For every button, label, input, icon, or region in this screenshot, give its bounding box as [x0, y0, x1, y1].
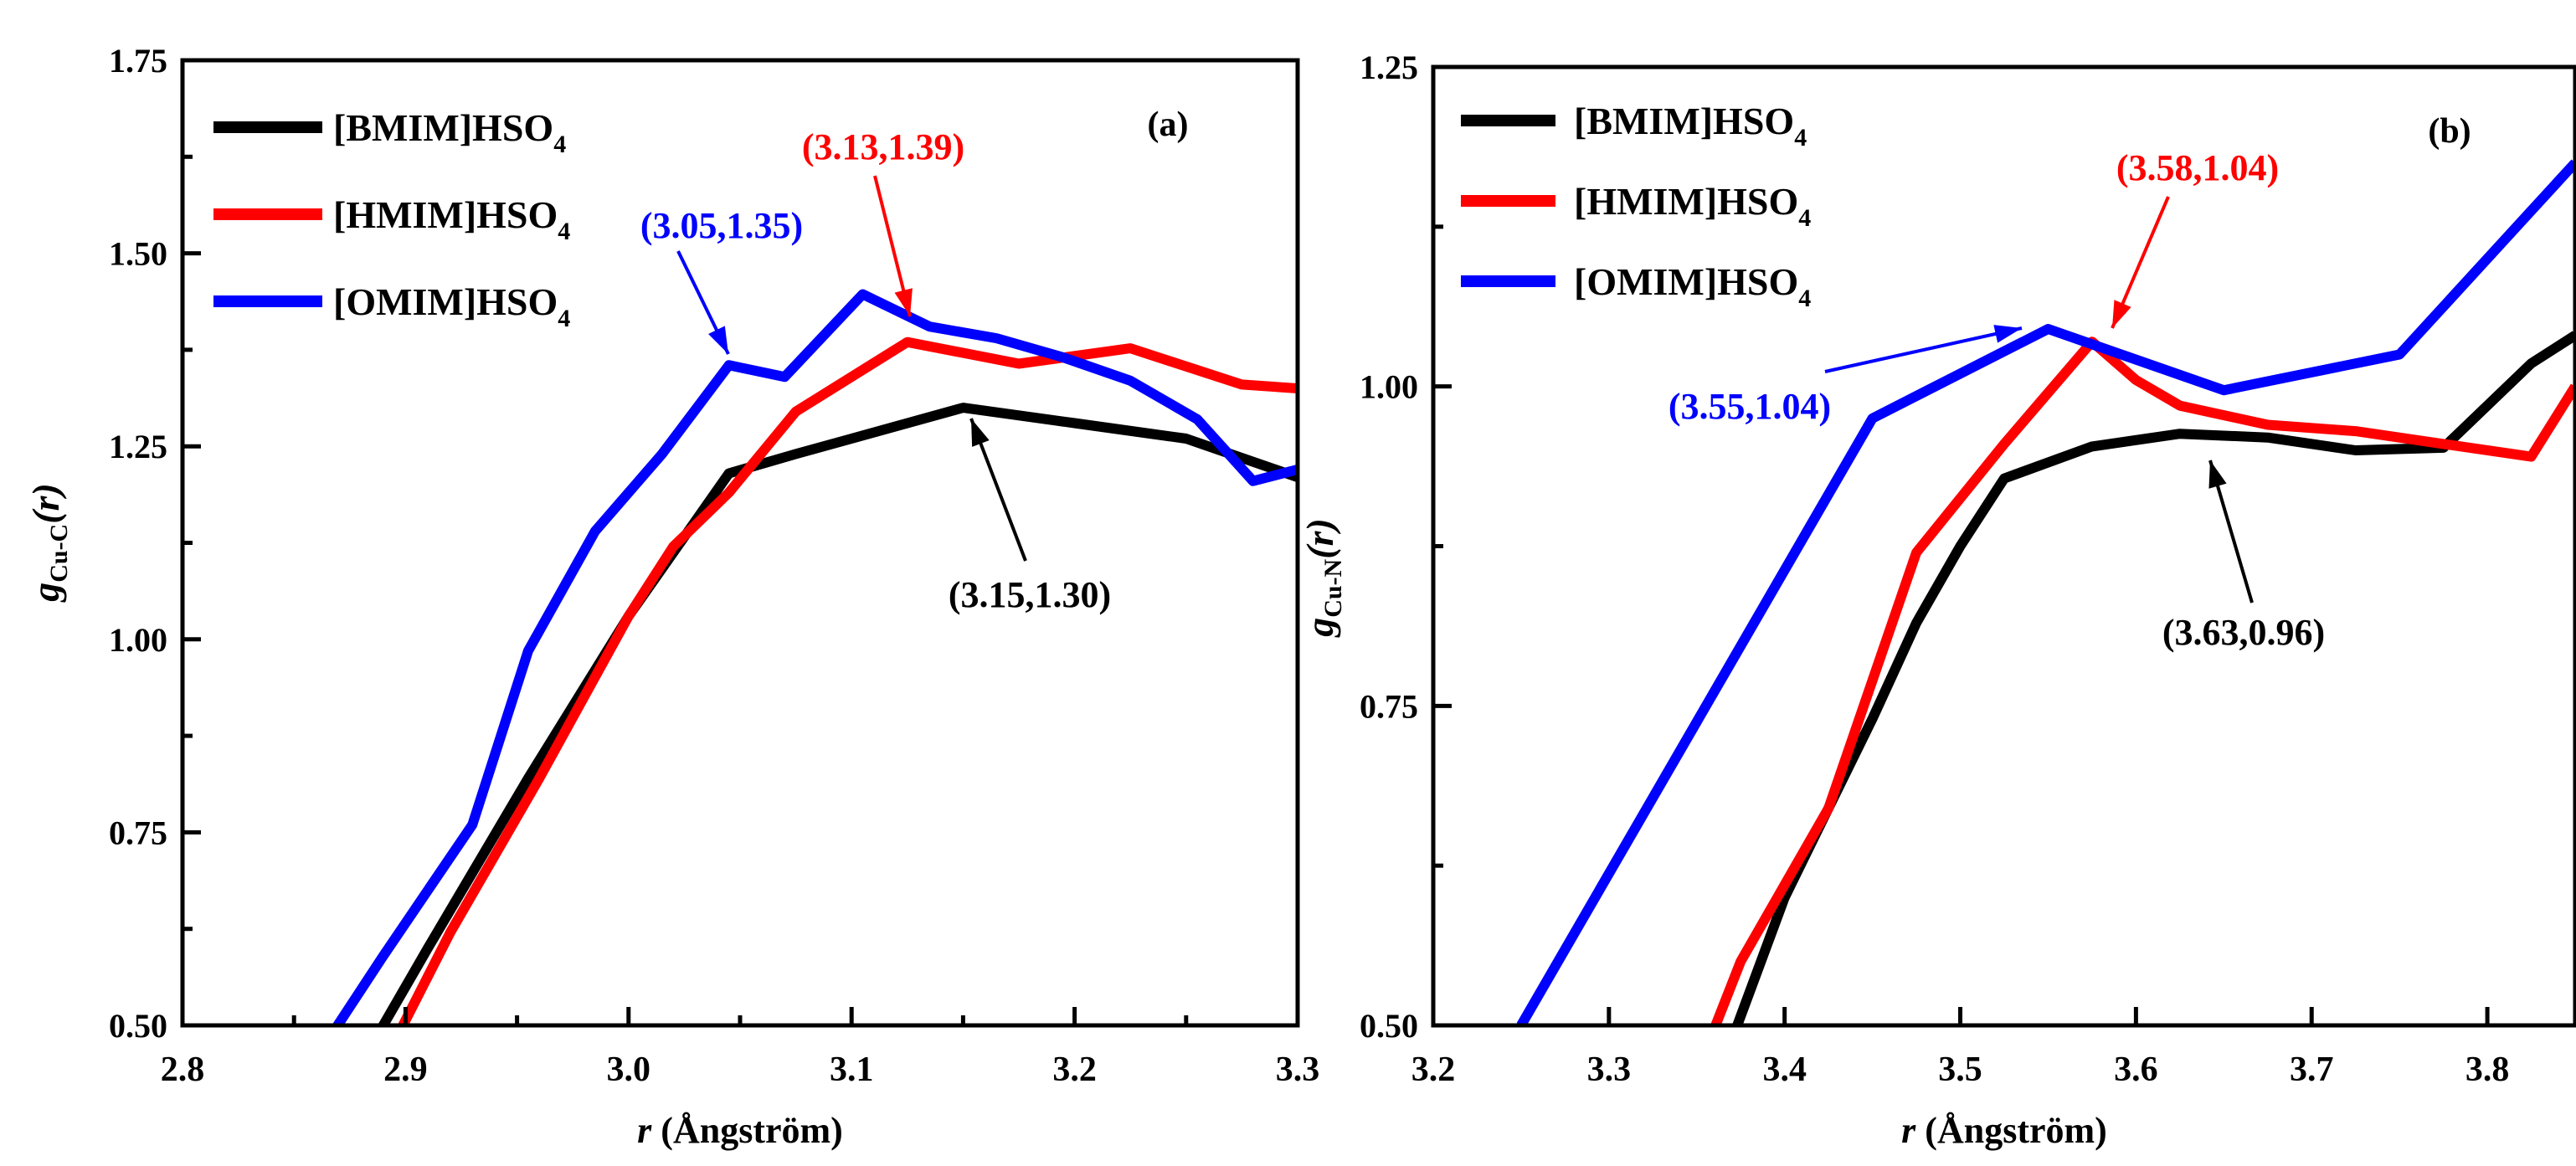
panel-a-annotation-0: (3.13,1.39)	[802, 126, 964, 167]
panel-a-y-axis-label: gCu-C(r)	[24, 483, 73, 603]
panel-b-x-tick-label: 3.3	[1587, 1050, 1632, 1089]
panel-a-series-lines	[332, 289, 1298, 1025]
panel-b-y-tick-label: 0.50	[1360, 1007, 1418, 1045]
panel-b-y-tick-label: 1.00	[1360, 368, 1418, 406]
panel-a-x-tick-label: 2.8	[161, 1050, 205, 1089]
panel-b-x-tick-label: 3.2	[1411, 1050, 1456, 1089]
panel-b-y-axis-label: gCu-N(r)	[1298, 518, 1347, 638]
panel-b-series-line-2	[1516, 159, 2575, 1025]
panel-a-x-tick-label: 3.2	[1052, 1050, 1097, 1089]
panel-a-series-line-2	[332, 289, 1298, 1025]
panel-b-y-axis-label-sub: Cu-N	[1319, 558, 1347, 617]
panel-b-legend-sub-2: 4	[1798, 285, 1811, 312]
panel-b-ticks: 3.2 3.3 3.4 3.5 3.6 3.7 3.8 0.50 0.75 1.00 1.25	[1360, 49, 2509, 1089]
panel-a-label: (a)	[1148, 105, 1189, 144]
panel-a-y-tick-label: 1.50	[109, 235, 167, 273]
panel-a-x-tick-label: 3.3	[1276, 1050, 1320, 1089]
panel-b-x-tick-label: 3.4	[1762, 1050, 1807, 1089]
panel-b-x-axis-label: r (Ångström)	[1901, 1110, 2107, 1151]
panel-a-legend-sub-2: 4	[558, 305, 570, 332]
panel-a-legend-name-1: [HMIM]HSO	[333, 193, 558, 236]
panel-b-y-tick-label: 0.75	[1360, 687, 1418, 725]
panel-b-legend-name-1: [HMIM]HSO	[1574, 180, 1798, 223]
panel-a-series-line-0	[377, 403, 1298, 1025]
panel-b-x-tick-label: 3.8	[2465, 1050, 2510, 1089]
panel-b-legend-name-2: [OMIM]HSO	[1574, 260, 1798, 303]
panel-a-annotations: (3.13,1.39) (3.05,1.35) (3.15,1.30)	[640, 126, 1111, 615]
panel-a-legend-label-0: [BMIM]HSO4	[333, 106, 566, 158]
panel-a-y-tick-label: 1.25	[109, 428, 167, 465]
panel-a-annotation-arrowhead-1	[708, 326, 728, 354]
panel-b-annotation-arrowhead-1	[1993, 325, 2022, 343]
panel-b: 3.2 3.3 3.4 3.5 3.6 3.7 3.8 0.50 0.75 1.00 1.25 [B…	[1298, 49, 2576, 1151]
panel-a-x-axis-label-units: (Ångström)	[651, 1110, 843, 1151]
panel-b-legend-sub-1: 4	[1798, 204, 1811, 232]
panel-a-legend-label-2: [OMIM]HSO4	[333, 280, 570, 332]
panel-b-legend-sub-0: 4	[1794, 124, 1807, 152]
panel-a-y-tick-label: 1.00	[109, 621, 167, 659]
panel-b-series-lines	[1516, 159, 2575, 1025]
panel-a-legend-sub-1: 4	[558, 218, 570, 245]
panel-a-x-axis-label-italic: r	[637, 1110, 652, 1151]
panel-b-x-axis-label-units: (Ångström)	[1915, 1110, 2107, 1151]
panel-a-annotation-1: (3.05,1.35)	[640, 205, 803, 246]
panel-b-legend: [BMIM]HSO4[HMIM]HSO4[OMIM]HSO4	[1461, 100, 1811, 312]
panel-b-legend-label-1: [HMIM]HSO4	[1574, 180, 1811, 232]
panel-b-y-axis-label-arg: (r)	[1298, 518, 1341, 559]
panel-b-x-tick-label: 3.7	[2290, 1050, 2334, 1089]
panel-a-legend-sub-0: 4	[553, 131, 566, 158]
panel-a-x-axis-label: r (Ångström)	[637, 1110, 843, 1151]
panel-b-annotation-arrowhead-0	[2112, 300, 2131, 328]
panel-b-annotation-arrowhead-2	[2208, 460, 2227, 489]
panel-a-y-axis-label-arg: (r)	[24, 483, 67, 524]
panel-a-x-tick-label: 3.1	[830, 1050, 874, 1089]
panel-a-annotation-arrowhead-2	[971, 419, 990, 447]
panel-a-y-tick-label: 0.50	[109, 1007, 167, 1045]
panel-a-legend-label-1: [HMIM]HSO4	[333, 193, 570, 245]
panel-b-label: (b)	[2428, 112, 2471, 151]
panel-a-legend: [BMIM]HSO4[HMIM]HSO4[OMIM]HSO4	[213, 106, 570, 332]
panel-a-y-tick-label: 1.75	[109, 42, 167, 80]
panel-a-annotation-arrowhead-0	[894, 288, 913, 316]
panel-a-legend-name-2: [OMIM]HSO	[333, 280, 558, 323]
panel-b-x-tick-label: 3.6	[2114, 1050, 2158, 1089]
panel-a-ticks: 2.8 2.9 3.0 3.1 3.2 3.3 0.50 0.75 1.00 1.25 1.50 1.…	[109, 42, 1319, 1089]
panel-b-series-line-1	[1710, 336, 2575, 1025]
panel-b-y-tick-label: 1.25	[1360, 49, 1418, 86]
panel-a-x-tick-label: 2.9	[383, 1050, 428, 1089]
panel-a-legend-name-0: [BMIM]HSO	[333, 106, 553, 149]
panel-b-y-axis-label-main: g	[1298, 618, 1341, 638]
panel-a-y-axis-label-sub: Cu-C	[45, 524, 73, 583]
panel-b-annotation-2: (3.63,0.96)	[2162, 612, 2325, 653]
panel-b-annotation-arrow-1	[1824, 326, 2023, 373]
panel-a: 2.8 2.9 3.0 3.1 3.2 3.3 0.50 0.75 1.00 1.25 1.50 1.…	[24, 42, 1319, 1151]
panel-b-x-axis-label-italic: r	[1901, 1110, 1916, 1151]
panel-a-series-line-1	[397, 336, 1298, 1025]
panel-b-legend-label-0: [BMIM]HSO4	[1574, 100, 1807, 152]
panel-a-y-axis-label-main: g	[24, 583, 67, 603]
panel-b-legend-label-2: [OMIM]HSO4	[1574, 260, 1811, 312]
panel-b-legend-name-0: [BMIM]HSO	[1574, 100, 1794, 142]
panel-b-x-tick-label: 3.5	[1938, 1050, 1982, 1089]
panel-a-x-tick-label: 3.0	[607, 1050, 651, 1089]
panel-b-annotations: (3.58,1.04) (3.55,1.04) (3.63,0.96)	[1668, 147, 2325, 653]
panel-b-annotation-0: (3.58,1.04)	[2116, 147, 2279, 188]
panel-a-annotation-2: (3.15,1.30)	[949, 574, 1111, 615]
panel-a-y-tick-label: 0.75	[109, 814, 167, 851]
panel-b-annotation-1: (3.55,1.04)	[1668, 386, 1831, 427]
